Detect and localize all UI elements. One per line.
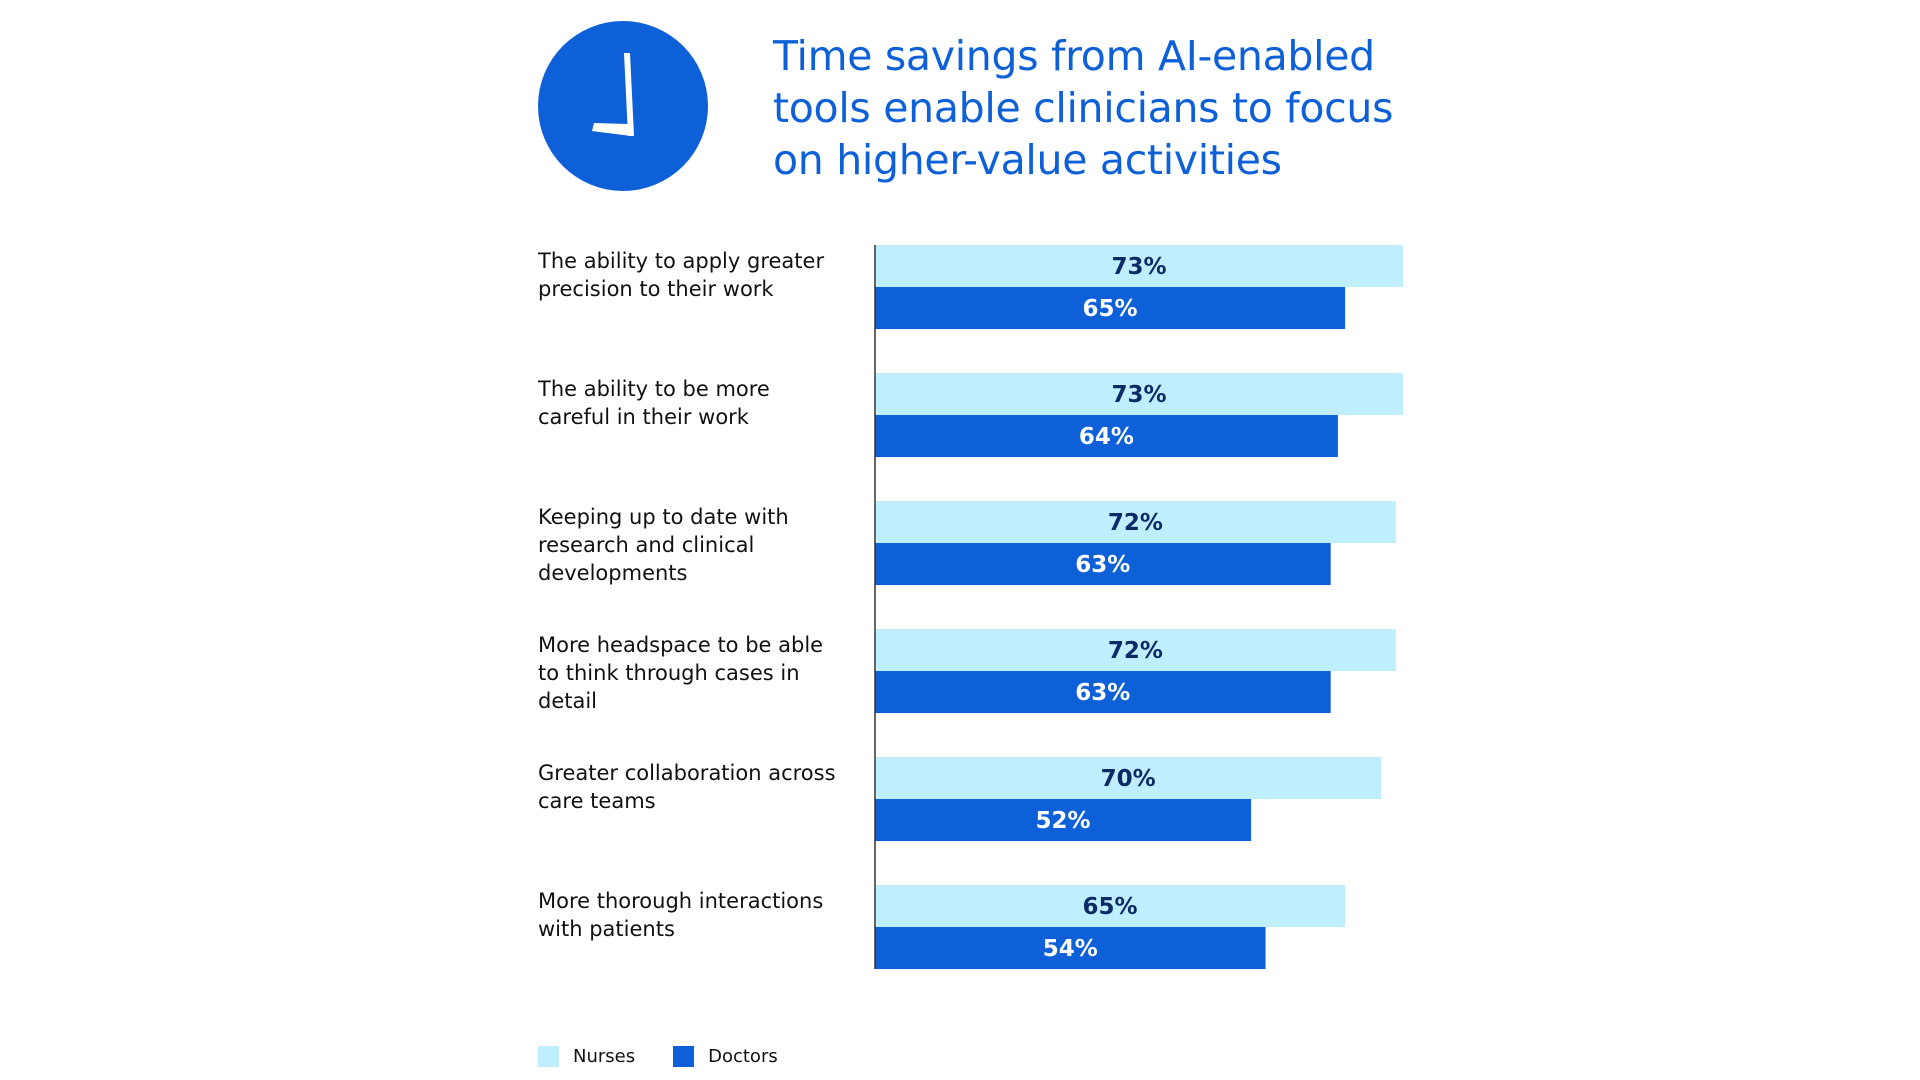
bar-doctors [875, 927, 1266, 969]
legend-swatch-doctors [673, 1045, 695, 1067]
bar-value-label: 72% [1108, 638, 1163, 664]
chart-title: Time savings from AI-enabled tools enabl… [773, 32, 1394, 184]
bar-value-label: 54% [1043, 936, 1098, 962]
bar-nurses [875, 885, 1346, 927]
bar-value-label: 65% [1083, 296, 1138, 322]
bar-value-label: 52% [1036, 808, 1091, 834]
legend-swatch-nurses [538, 1045, 559, 1067]
bar-value-label: 65% [1083, 894, 1138, 920]
bar-doctors [875, 799, 1252, 841]
bar-nurses [875, 501, 1396, 543]
category-label: More thorough interactions with patients [538, 889, 824, 941]
legend: Nurses Doctors [538, 1044, 816, 1068]
legend-item-nurses: Nurses [538, 1045, 636, 1067]
category-label: Greater collaboration across care teams [538, 761, 836, 813]
legend-label-nurses: Nurses [573, 1045, 636, 1067]
clock-icon [538, 21, 708, 191]
bar-value-label: 73% [1111, 254, 1166, 280]
category-label: The ability to apply greater precision t… [538, 249, 825, 301]
bar-chart: 73% 65% 73% 64% 72% 63% 72% 63% 70% 52% 65% 54% [874, 245, 1403, 969]
bar-nurses [875, 245, 1403, 287]
bar-value-label: 63% [1075, 552, 1130, 578]
bar-value-label: 72% [1108, 510, 1163, 536]
bar-nurses [875, 629, 1396, 671]
category-label: More headspace to be able to think throu… [538, 633, 824, 713]
bar-doctors [875, 415, 1338, 457]
category-label: The ability to be more careful in their … [538, 377, 770, 429]
legend-label-doctors: Doctors [708, 1045, 778, 1067]
bar-value-label: 73% [1111, 382, 1166, 408]
bar-nurses [875, 373, 1403, 415]
bar-doctors [875, 287, 1346, 329]
bar-doctors [875, 671, 1331, 713]
bar-value-label: 63% [1075, 680, 1130, 706]
bar-doctors [875, 543, 1331, 585]
bar-value-label: 64% [1079, 424, 1134, 450]
legend-item-doctors: Doctors [673, 1045, 778, 1067]
bar-nurses [875, 757, 1382, 799]
category-label: Keeping up to date with research and cli… [538, 505, 789, 585]
bar-value-label: 70% [1101, 766, 1156, 792]
